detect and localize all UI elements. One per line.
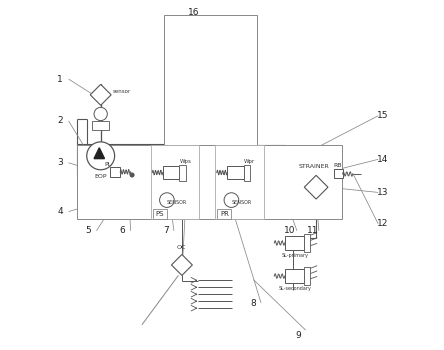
Bar	[77, 145, 342, 219]
Text: 10: 10	[284, 226, 296, 235]
Text: PS: PS	[156, 211, 164, 217]
Text: 12: 12	[377, 219, 388, 228]
Polygon shape	[304, 175, 328, 199]
Circle shape	[130, 173, 134, 177]
Bar	[163, 166, 179, 179]
Text: 5: 5	[85, 226, 91, 235]
Text: 2: 2	[57, 117, 63, 125]
Bar	[227, 166, 244, 179]
Bar	[215, 145, 264, 219]
Text: Wps: Wps	[179, 159, 191, 163]
Bar	[304, 234, 310, 252]
Bar	[333, 169, 343, 178]
Text: 3: 3	[57, 158, 63, 167]
Bar	[179, 164, 186, 181]
Polygon shape	[90, 84, 111, 105]
Text: STRAINER: STRAINER	[299, 164, 330, 169]
Bar	[218, 209, 231, 219]
Polygon shape	[94, 148, 104, 159]
Bar	[92, 121, 109, 130]
Text: 13: 13	[377, 188, 388, 197]
Text: sensor: sensor	[112, 89, 131, 94]
Bar	[285, 269, 304, 283]
Bar	[244, 164, 250, 181]
Text: 9: 9	[296, 331, 301, 340]
Bar	[304, 267, 310, 285]
Circle shape	[159, 193, 174, 208]
Text: 6: 6	[120, 226, 126, 235]
Text: Wpr: Wpr	[244, 159, 255, 163]
Text: 1: 1	[57, 75, 63, 84]
Text: 14: 14	[377, 155, 388, 164]
Circle shape	[94, 107, 107, 121]
Text: OC: OC	[176, 245, 186, 250]
Text: 4: 4	[57, 207, 63, 216]
Bar	[151, 145, 199, 219]
Text: 15: 15	[377, 111, 388, 120]
Text: PR: PR	[220, 211, 229, 217]
Circle shape	[87, 142, 115, 170]
Text: 11: 11	[307, 226, 318, 235]
Text: PL: PL	[104, 162, 111, 167]
Text: SL-primary: SL-primary	[281, 253, 309, 258]
Text: EOP: EOP	[95, 174, 107, 179]
Circle shape	[224, 193, 239, 208]
Bar	[164, 15, 257, 147]
Polygon shape	[171, 254, 192, 275]
Text: SENSOR: SENSOR	[166, 200, 187, 205]
Bar	[153, 209, 167, 219]
Text: SL-secondary: SL-secondary	[279, 286, 312, 291]
Text: 16: 16	[188, 8, 200, 18]
Bar	[111, 167, 120, 177]
Text: SENSOR: SENSOR	[231, 200, 252, 205]
Text: 8: 8	[250, 300, 256, 308]
Text: 7: 7	[163, 226, 169, 235]
Bar	[285, 236, 304, 250]
Text: RB: RB	[334, 163, 342, 168]
